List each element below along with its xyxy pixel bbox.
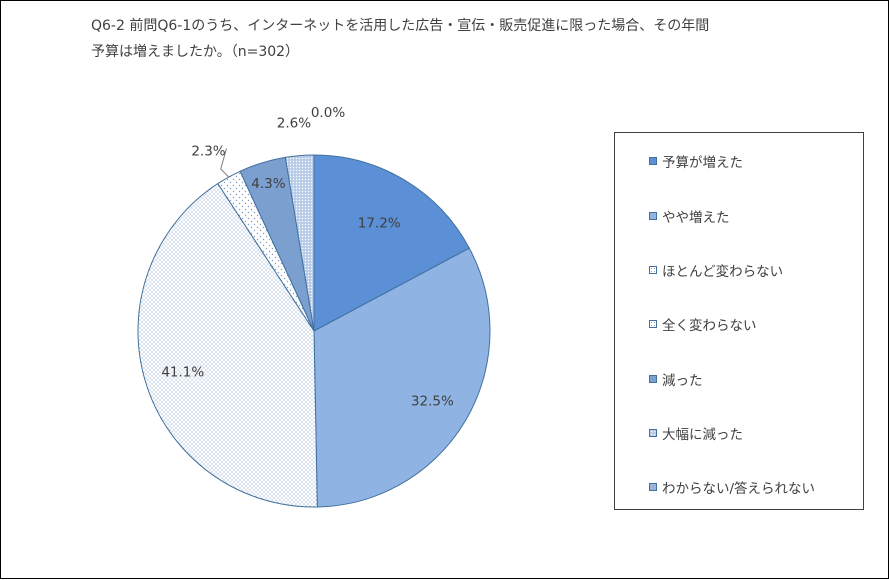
data-label-6: 2.6%: [277, 116, 311, 132]
data-label-2: 32.5%: [411, 394, 454, 410]
legend-swatch-3: [649, 266, 657, 274]
leader-line-4: [220, 148, 230, 178]
data-label-3: 41.1%: [161, 364, 204, 380]
chart-title-line-2: 予算は増えましたか。（n=302）: [91, 44, 300, 60]
legend-label-4: 全く変わらない: [662, 318, 757, 334]
legend-item-3: ほとんど変わらない: [649, 260, 783, 280]
legend-swatch-4: [649, 320, 657, 328]
pie-slice-6: [284, 154, 315, 332]
legend-swatch-5: [649, 375, 657, 383]
data-label-5: 4.3%: [251, 176, 285, 192]
data-label-7: 0.0%: [311, 105, 345, 121]
legend-item-7: わからない/答えられない: [649, 477, 815, 497]
legend-item-6: 大幅に減った: [649, 423, 743, 443]
legend-label-3: ほとんど変わらない: [662, 264, 784, 280]
legend-item-2: やや増えた: [649, 206, 730, 226]
legend-label-1: 予算が増えた: [662, 155, 743, 171]
legend-item-4: 全く変わらない: [649, 314, 757, 334]
legend-label-5: 減った: [662, 373, 703, 389]
pie-slice-1: [313, 154, 470, 332]
legend-item-5: 減った: [649, 369, 703, 389]
legend-item-1: 予算が増えた: [649, 151, 743, 171]
chart-title: Q6-2 前問Q6-1のうち、インターネットを活用した広告・宣伝・販売促進に限っ…: [91, 13, 831, 65]
data-label-1: 17.2%: [358, 215, 401, 231]
legend-label-2: やや増えた: [662, 210, 730, 226]
data-label-4: 2.3%: [191, 144, 225, 160]
legend-swatch-1: [649, 157, 657, 165]
legend-swatch-2: [649, 212, 657, 220]
legend-swatch-7: [649, 483, 657, 491]
chart-title-line-1: Q6-2 前問Q6-1のうち、インターネットを活用した広告・宣伝・販売促進に限っ…: [91, 18, 710, 34]
legend-label-6: 大幅に減った: [662, 427, 743, 443]
pie-slice-3: [137, 182, 318, 508]
legend-label-7: わからない/答えられない: [662, 481, 816, 497]
pie-slice-2: [313, 247, 491, 508]
chart-legend: 予算が増えた やや増えたほとんど変わらない 全く変わらない 減った大幅に減ったわからな…: [614, 132, 864, 510]
legend-swatch-6: [649, 429, 657, 437]
